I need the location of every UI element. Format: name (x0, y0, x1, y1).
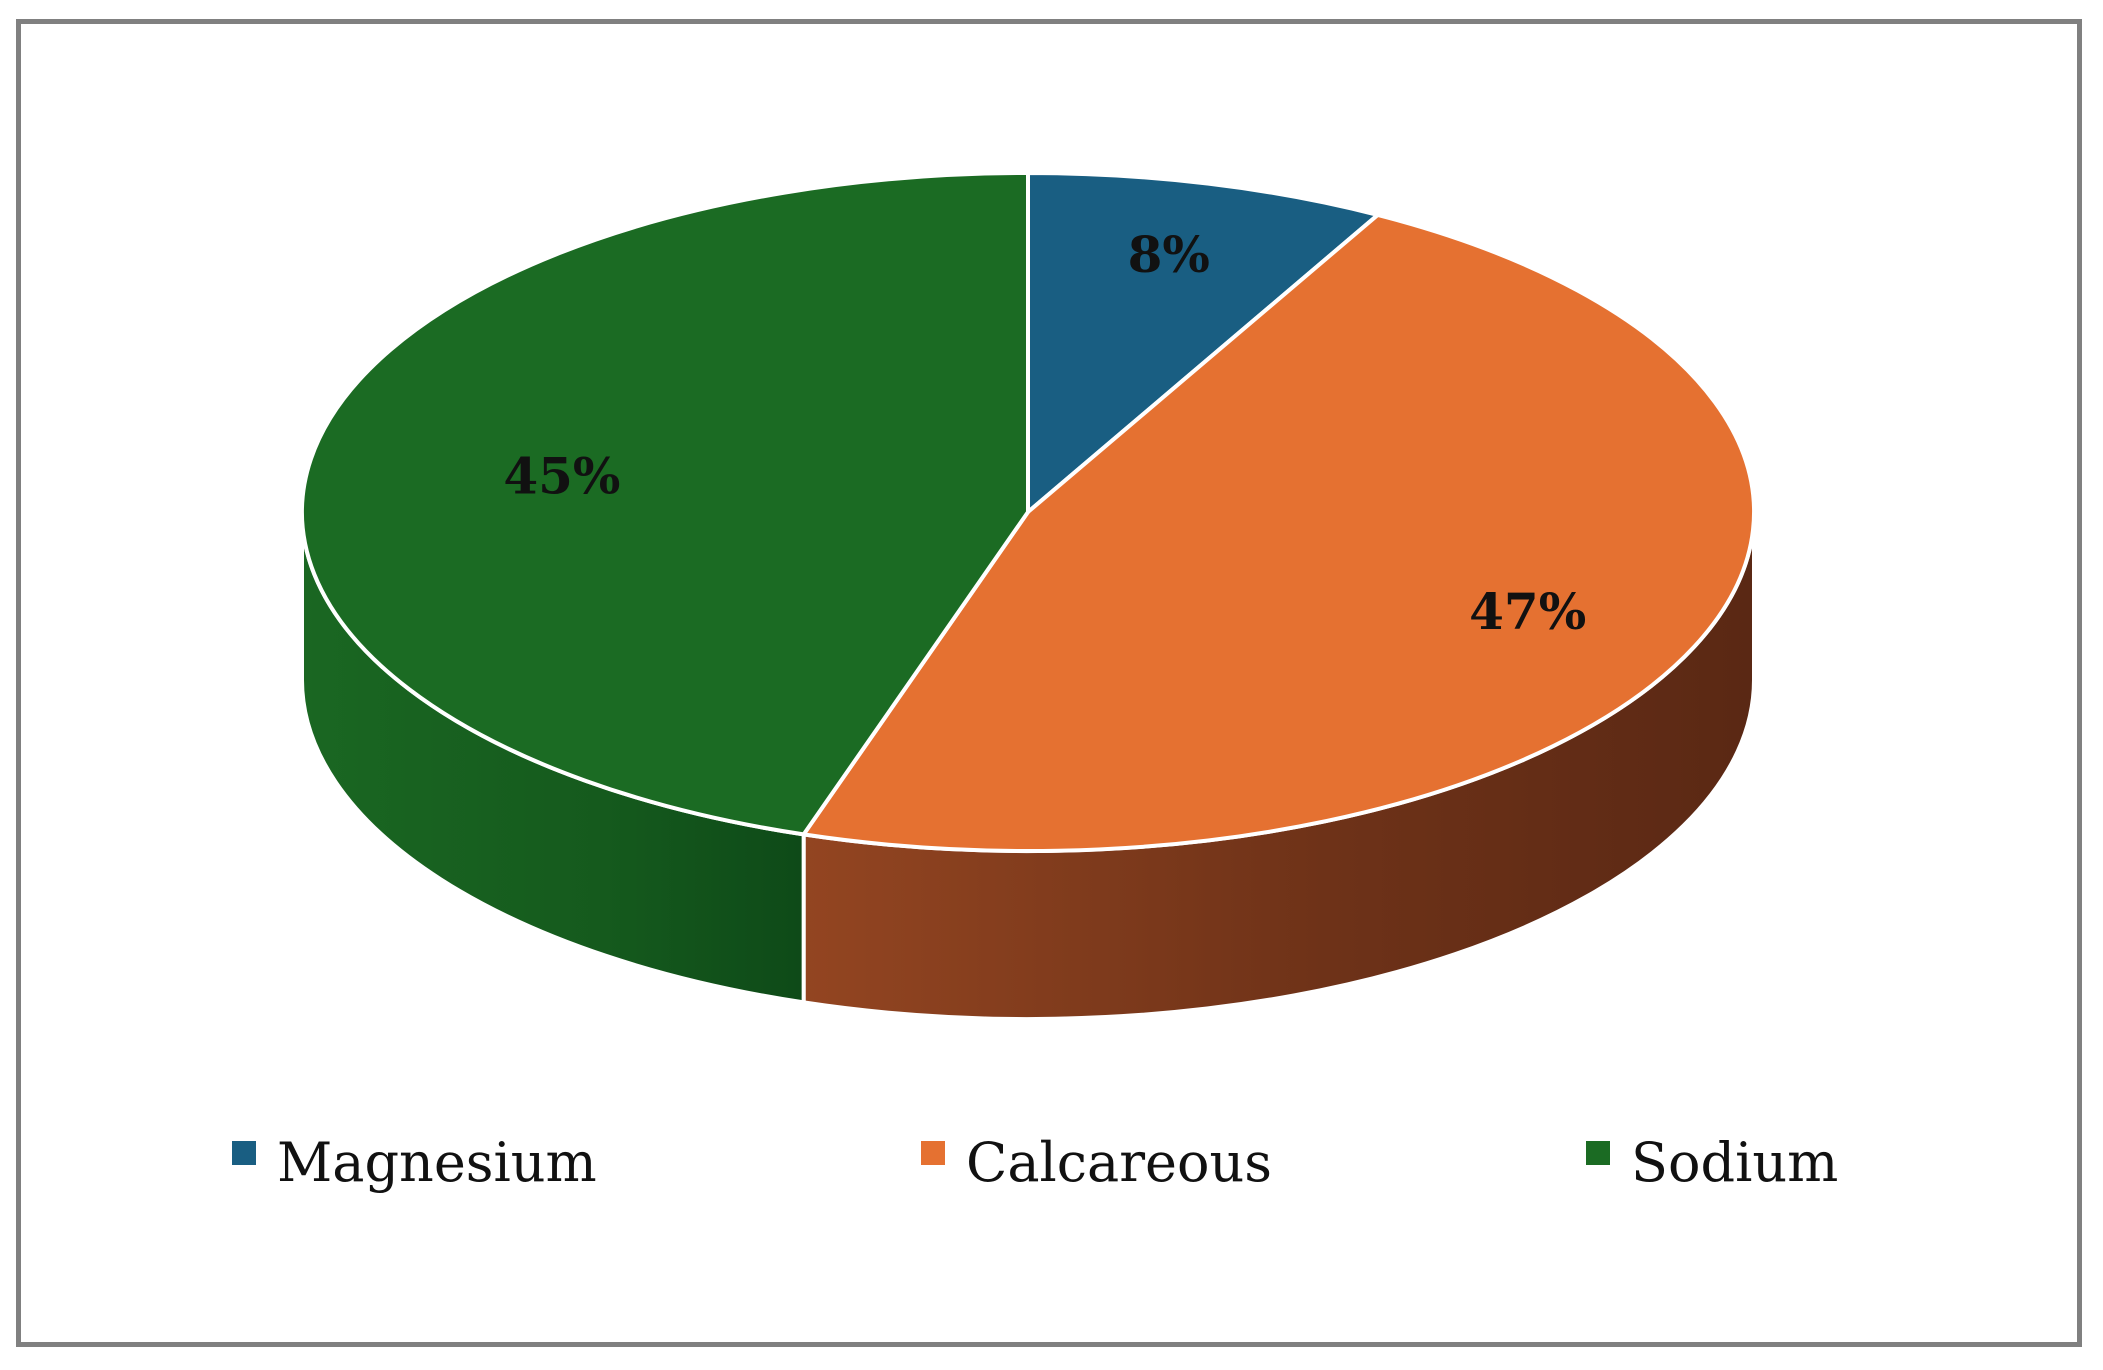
data-label-sodium: 45% (503, 447, 620, 506)
pie-slice-calcareous (801, 212, 1757, 854)
legend-swatch-sodium (1586, 1141, 1610, 1165)
data-label-calcareous: 47% (1469, 582, 1586, 641)
legend-swatch-magnesium (232, 1141, 256, 1165)
legend-label-magnesium: Magnesium (277, 1131, 597, 1194)
pie-slice-magnesium (1026, 171, 1380, 514)
legend-label-sodium: Sodium (1631, 1131, 1838, 1194)
data-labels: 8% 47% 45% (503, 225, 1586, 641)
data-label-magnesium: 8% (1128, 225, 1210, 284)
pie-tops (299, 171, 1757, 854)
legend-label-calcareous: Calcareous (966, 1131, 1272, 1194)
legend: Magnesium Calcareous Sodium (232, 1131, 1838, 1194)
pie-slice-sodium (299, 171, 1030, 837)
legend-swatch-calcareous (921, 1141, 945, 1165)
